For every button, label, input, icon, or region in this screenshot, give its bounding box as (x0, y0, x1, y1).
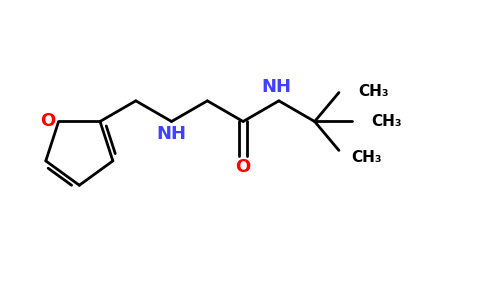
Text: NH: NH (261, 78, 291, 96)
Text: CH₃: CH₃ (358, 84, 389, 99)
Text: CH₃: CH₃ (372, 114, 402, 129)
Text: CH₃: CH₃ (351, 151, 382, 166)
Text: NH: NH (157, 125, 186, 143)
Text: O: O (236, 158, 251, 176)
Text: O: O (40, 112, 55, 130)
